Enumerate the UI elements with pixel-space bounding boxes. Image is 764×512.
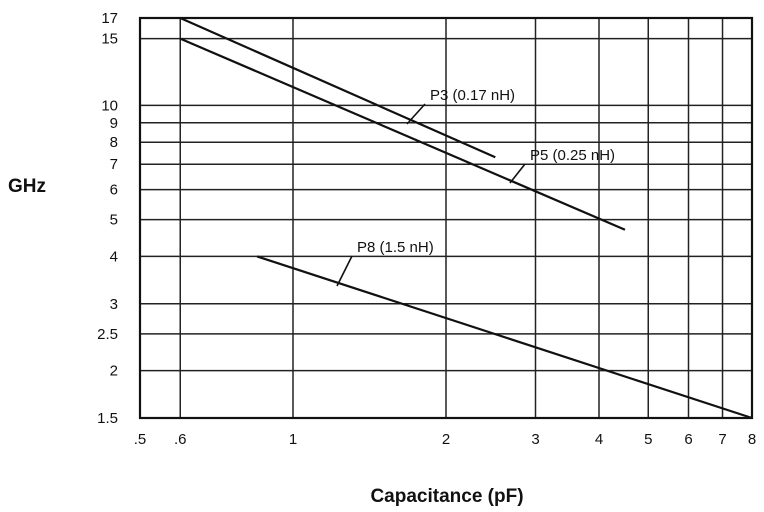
series-label: P5 (0.25 nH) bbox=[530, 147, 615, 164]
x-tick-label: 7 bbox=[718, 431, 726, 448]
x-tick-labels: .5 .6 1 2 3 4 5 6 7 8 bbox=[134, 431, 756, 448]
series-line-3 bbox=[256, 255, 753, 420]
y-axis-title: GHz bbox=[8, 176, 46, 197]
x-tick-label: 8 bbox=[748, 431, 756, 448]
y-tick-label: 9 bbox=[110, 115, 118, 132]
x-tick-label: 6 bbox=[684, 431, 692, 448]
series-labels: P3 (0.17 nH) P5 (0.25 nH) P8 (1.5 nH) bbox=[357, 87, 615, 256]
series-label-leader bbox=[406, 103, 426, 125]
series-line-2 bbox=[179, 37, 626, 231]
series-label-leaders bbox=[336, 103, 526, 287]
plot-frame bbox=[138, 16, 754, 420]
x-axis-title: Capacitance (pF) bbox=[370, 486, 523, 507]
y-tick-label: 4 bbox=[110, 248, 118, 265]
series-label-leader bbox=[336, 255, 353, 287]
x-tick-label: 2 bbox=[442, 431, 450, 448]
series-label: P8 (1.5 nH) bbox=[357, 239, 434, 256]
y-tick-label: 3 bbox=[110, 296, 118, 313]
y-tick-label: 10 bbox=[101, 97, 118, 114]
series-label: P3 (0.17 nH) bbox=[430, 87, 515, 104]
y-tick-label: 2.5 bbox=[97, 326, 118, 343]
series-label-leader bbox=[509, 163, 526, 184]
y-tick-label: 6 bbox=[110, 182, 118, 199]
x-tick-label: 3 bbox=[531, 431, 539, 448]
series-lines bbox=[179, 16, 753, 420]
x-tick-label: 4 bbox=[595, 431, 603, 448]
y-tick-label: 17 bbox=[101, 10, 118, 27]
x-tick-label: .5 bbox=[134, 431, 147, 448]
x-tick-label: .6 bbox=[174, 431, 187, 448]
grid bbox=[139, 17, 753, 419]
y-tick-labels: 1.5 2 2.5 3 4 5 6 7 8 910 15 17 bbox=[97, 10, 118, 427]
y-tick-label: 1.5 bbox=[97, 410, 118, 427]
y-tick-label: 7 bbox=[110, 156, 118, 173]
x-tick-label: 1 bbox=[289, 431, 297, 448]
y-tick-label: 2 bbox=[110, 363, 118, 380]
series-line-1 bbox=[179, 16, 496, 159]
y-tick-label: 8 bbox=[110, 134, 118, 151]
y-tick-label: 15 bbox=[101, 31, 118, 48]
x-tick-label: 5 bbox=[644, 431, 652, 448]
y-tick-label: 5 bbox=[110, 212, 118, 229]
